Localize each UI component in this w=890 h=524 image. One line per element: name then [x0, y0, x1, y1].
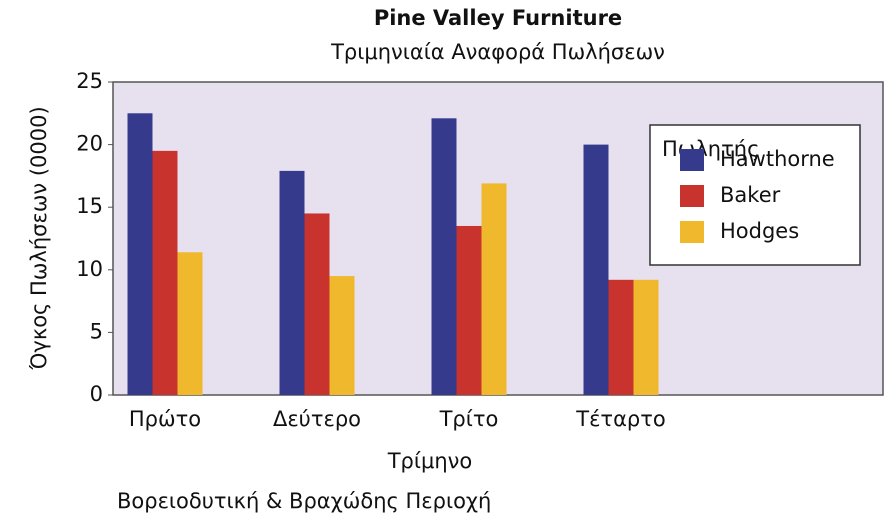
legend-title: Πωλητής: [662, 137, 759, 161]
bar: [481, 183, 507, 395]
y-tick-label: 0: [90, 382, 103, 406]
y-tick-label: 20: [76, 132, 103, 156]
bar: [279, 170, 305, 395]
legend-swatch: [680, 185, 704, 207]
legend-label: Hawthorne: [720, 147, 835, 171]
chart-title: Pine Valley Furniture: [374, 6, 622, 30]
y-tick-label: 25: [76, 69, 103, 93]
bar: [608, 279, 634, 395]
legend-label: Baker: [720, 183, 781, 207]
bar: [456, 225, 482, 395]
bar: [127, 113, 153, 396]
legend-swatch: [680, 221, 704, 243]
x-tick-label: Πρώτο: [129, 407, 201, 431]
chart-subtitle: Τριμηνιαία Αναφορά Πωλήσεων: [330, 40, 665, 64]
bar: [329, 276, 355, 395]
x-tick-label: Τρίτο: [439, 407, 499, 431]
bar: [177, 252, 203, 395]
y-tick-label: 5: [90, 319, 103, 343]
x-axis-label: Τρίμηνο: [387, 449, 473, 473]
bar: [583, 144, 609, 395]
legend-label: Hodges: [720, 219, 799, 243]
x-tick-label: Δεύτερο: [273, 407, 361, 431]
bar: [152, 150, 178, 395]
legend-swatch: [680, 149, 704, 171]
y-tick-label: 10: [76, 257, 103, 281]
bar: [633, 279, 659, 395]
annotation: Βορειοδυτική & Βραχώδης Περιοχή: [117, 489, 491, 513]
bar: [431, 118, 457, 396]
bar: [304, 213, 330, 395]
y-axis-label: Όγκος Πωλήσεων (0000): [27, 106, 51, 370]
x-tick-label: Τέταρτο: [575, 407, 666, 431]
y-tick-label: 15: [76, 194, 103, 218]
